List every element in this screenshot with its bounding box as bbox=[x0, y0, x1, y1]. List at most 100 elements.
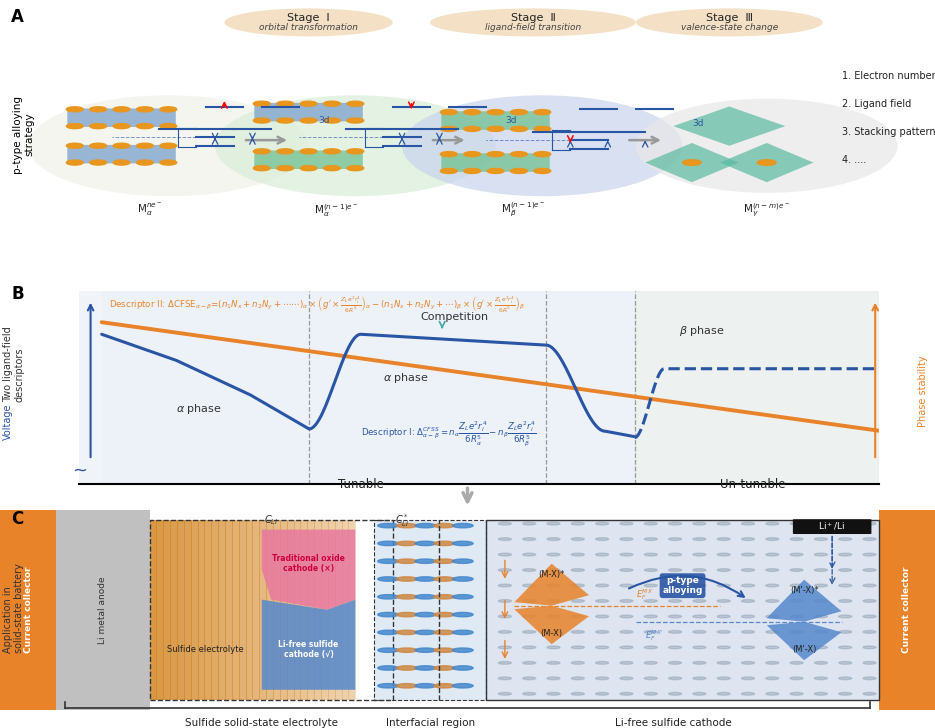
Circle shape bbox=[620, 615, 633, 618]
Text: C: C bbox=[11, 510, 23, 528]
Circle shape bbox=[693, 553, 706, 556]
Circle shape bbox=[863, 538, 876, 540]
Circle shape bbox=[547, 692, 560, 695]
FancyBboxPatch shape bbox=[879, 510, 935, 710]
Circle shape bbox=[523, 584, 536, 587]
Circle shape bbox=[66, 143, 83, 149]
Circle shape bbox=[547, 662, 560, 664]
Circle shape bbox=[113, 124, 130, 129]
Circle shape bbox=[137, 143, 153, 149]
Circle shape bbox=[464, 151, 481, 157]
Circle shape bbox=[863, 600, 876, 602]
FancyBboxPatch shape bbox=[300, 520, 309, 700]
Circle shape bbox=[814, 615, 827, 618]
Circle shape bbox=[863, 569, 876, 571]
Circle shape bbox=[766, 600, 779, 602]
FancyBboxPatch shape bbox=[218, 520, 226, 700]
Circle shape bbox=[596, 692, 609, 695]
Circle shape bbox=[717, 522, 730, 525]
Circle shape bbox=[669, 569, 682, 571]
Circle shape bbox=[766, 569, 779, 571]
Text: Application in
solid-state battery: Application in solid-state battery bbox=[3, 563, 24, 653]
Circle shape bbox=[487, 127, 504, 132]
Circle shape bbox=[415, 559, 436, 563]
Text: M$_{\gamma}^{(n-m)e^-}$: M$_{\gamma}^{(n-m)e^-}$ bbox=[743, 202, 790, 219]
Circle shape bbox=[596, 538, 609, 540]
Text: 2. Ligand field: 2. Ligand field bbox=[842, 99, 911, 108]
Circle shape bbox=[453, 523, 473, 528]
Circle shape bbox=[453, 612, 473, 617]
Text: ligand-field transition: ligand-field transition bbox=[485, 23, 581, 32]
Text: $\alpha$ phase: $\alpha$ phase bbox=[176, 402, 222, 416]
Circle shape bbox=[596, 662, 609, 664]
Circle shape bbox=[717, 538, 730, 540]
Circle shape bbox=[523, 692, 536, 695]
Text: Phase stability: Phase stability bbox=[917, 355, 928, 427]
Circle shape bbox=[717, 584, 730, 587]
Ellipse shape bbox=[402, 95, 683, 196]
Circle shape bbox=[300, 118, 317, 123]
Circle shape bbox=[378, 559, 398, 563]
Text: 3. Stacking pattern: 3. Stacking pattern bbox=[842, 127, 935, 137]
Circle shape bbox=[790, 630, 803, 633]
Text: M$_{\beta}^{(n-1)e^-}$: M$_{\beta}^{(n-1)e^-}$ bbox=[501, 201, 546, 219]
Circle shape bbox=[440, 151, 457, 157]
Circle shape bbox=[571, 646, 584, 649]
Circle shape bbox=[717, 630, 730, 633]
Circle shape bbox=[90, 143, 107, 149]
Circle shape bbox=[396, 595, 417, 599]
Circle shape bbox=[693, 677, 706, 680]
Circle shape bbox=[453, 541, 473, 545]
Circle shape bbox=[415, 648, 436, 652]
Circle shape bbox=[790, 569, 803, 571]
Text: Li-free sulfide cathode: Li-free sulfide cathode bbox=[615, 718, 731, 728]
Circle shape bbox=[644, 677, 657, 680]
Circle shape bbox=[571, 692, 584, 695]
Circle shape bbox=[863, 692, 876, 695]
Circle shape bbox=[523, 522, 536, 525]
Circle shape bbox=[511, 151, 527, 157]
Text: M$_{\alpha}^{(n-1)e^-}$: M$_{\alpha}^{(n-1)e^-}$ bbox=[314, 202, 359, 218]
Circle shape bbox=[113, 107, 130, 112]
Circle shape bbox=[790, 615, 803, 618]
Circle shape bbox=[378, 595, 398, 599]
Circle shape bbox=[434, 559, 454, 563]
Circle shape bbox=[396, 612, 417, 617]
Circle shape bbox=[863, 553, 876, 556]
Circle shape bbox=[571, 630, 584, 633]
Circle shape bbox=[415, 595, 436, 599]
Text: Tunable: Tunable bbox=[338, 478, 383, 491]
Circle shape bbox=[277, 166, 294, 170]
Circle shape bbox=[839, 615, 852, 618]
Text: Un-tunable: Un-tunable bbox=[720, 478, 785, 491]
Circle shape bbox=[160, 124, 177, 129]
Circle shape bbox=[523, 630, 536, 633]
Circle shape bbox=[620, 677, 633, 680]
Text: Current collector: Current collector bbox=[902, 566, 912, 653]
Circle shape bbox=[498, 630, 511, 633]
Circle shape bbox=[814, 646, 827, 649]
Circle shape bbox=[644, 615, 657, 618]
Circle shape bbox=[415, 666, 436, 670]
Circle shape bbox=[717, 646, 730, 649]
Circle shape bbox=[620, 692, 633, 695]
Circle shape bbox=[863, 584, 876, 587]
Text: $\alpha$ phase: $\alpha$ phase bbox=[383, 371, 429, 385]
Circle shape bbox=[839, 553, 852, 556]
Text: 1. Electron number: 1. Electron number bbox=[842, 71, 935, 81]
FancyBboxPatch shape bbox=[294, 520, 301, 700]
Circle shape bbox=[741, 553, 755, 556]
Text: Voltage: Voltage bbox=[3, 404, 13, 440]
Circle shape bbox=[839, 584, 852, 587]
Circle shape bbox=[66, 124, 83, 129]
Circle shape bbox=[90, 107, 107, 112]
Circle shape bbox=[498, 584, 511, 587]
Circle shape bbox=[434, 666, 454, 670]
Circle shape bbox=[839, 538, 852, 540]
Circle shape bbox=[347, 149, 364, 154]
FancyBboxPatch shape bbox=[150, 520, 157, 700]
Circle shape bbox=[415, 577, 436, 581]
Circle shape bbox=[644, 692, 657, 695]
Circle shape bbox=[511, 110, 527, 114]
Circle shape bbox=[498, 662, 511, 664]
